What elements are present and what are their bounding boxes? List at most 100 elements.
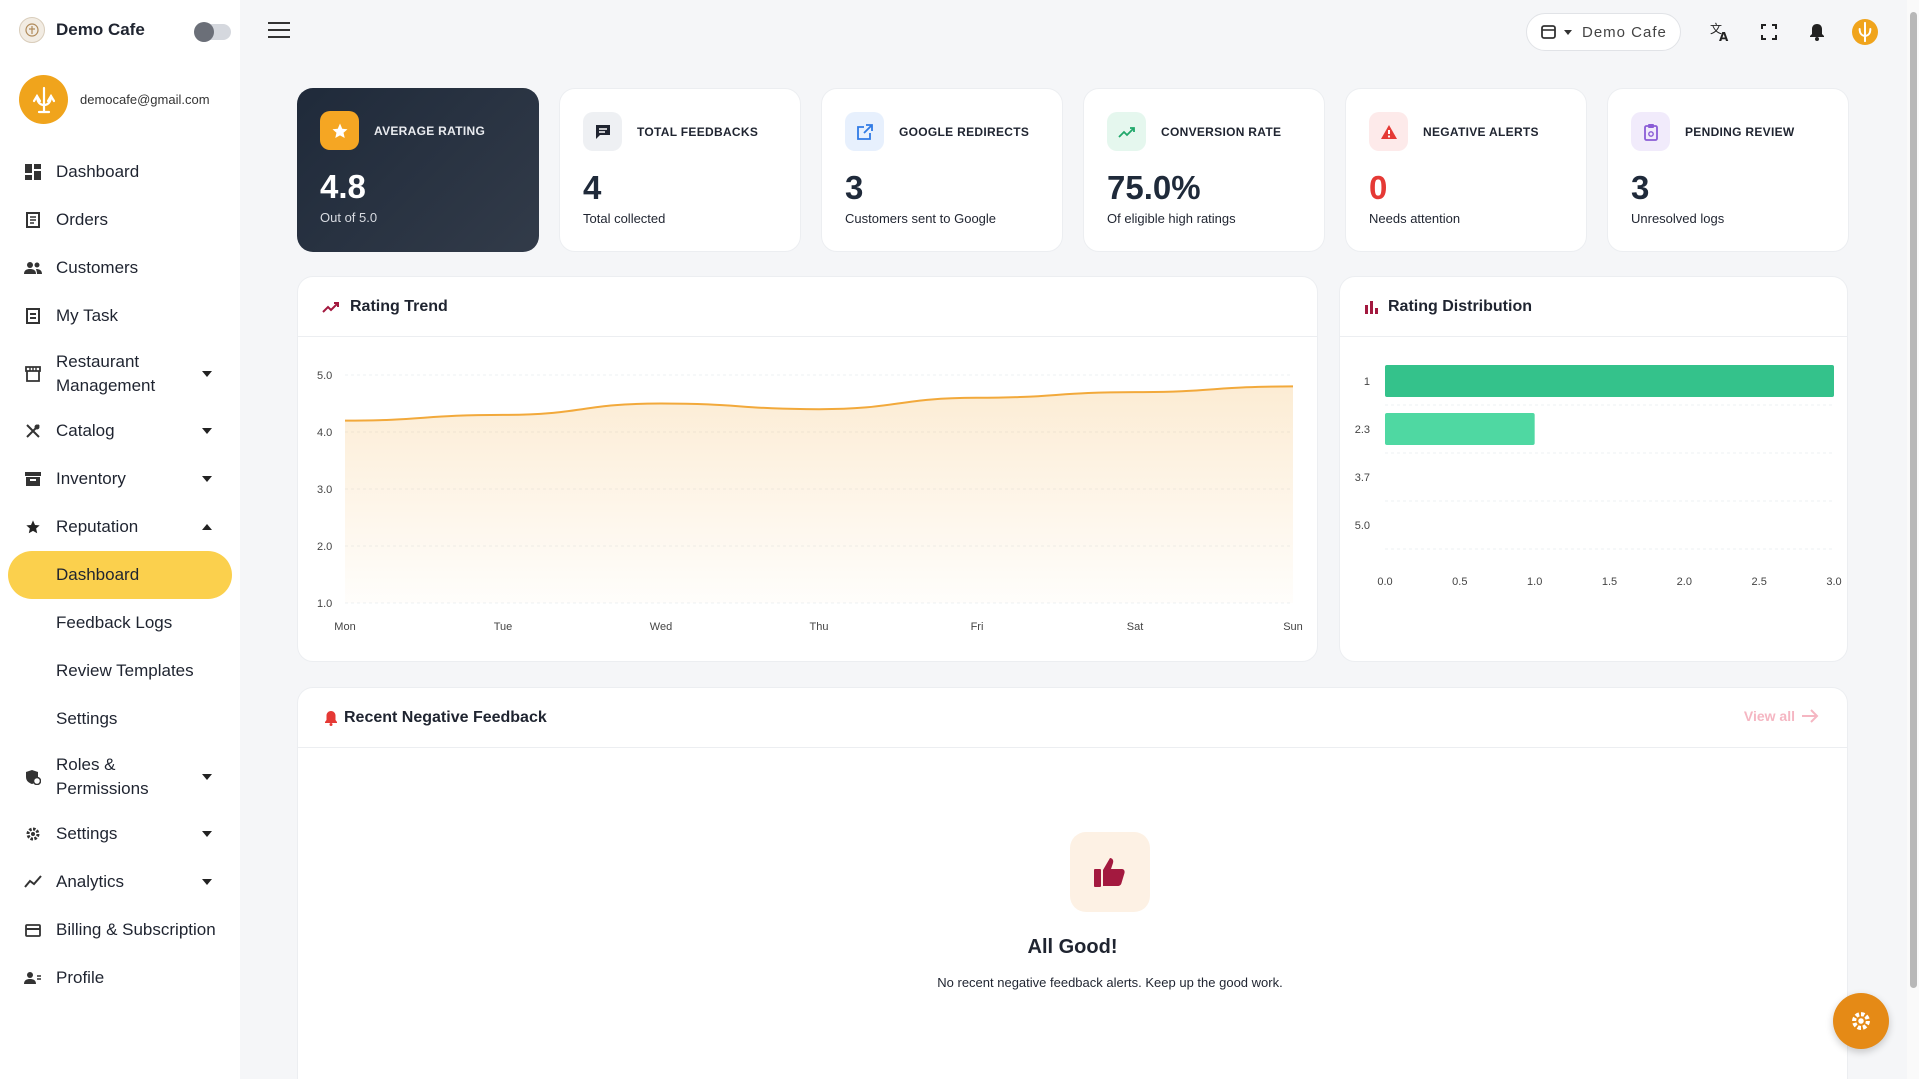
stat-title: TOTAL FEEDBACKS <box>637 125 759 139</box>
people-icon <box>24 259 42 277</box>
sidebar-subitem-review-templates[interactable]: Review Templates <box>56 661 194 680</box>
panel-title: Rating Trend <box>350 297 448 315</box>
user-profile[interactable]: democafe@gmail.com <box>19 75 210 124</box>
bell-alert-icon <box>325 710 337 726</box>
sidebar-item-settings[interactable]: Settings <box>0 810 240 858</box>
sidebar-item-label: My Task <box>56 306 119 325</box>
dashboard-icon <box>24 163 42 181</box>
stat-title: NEGATIVE ALERTS <box>1423 125 1539 139</box>
chevron-up-icon <box>202 524 212 530</box>
page-scrollbar[interactable] <box>1907 0 1919 1079</box>
y-tick-label: 1 <box>1364 376 1370 388</box>
rating-trend-panel: Rating Trend 1.0 2.0 3.0 4.0 5.0 Mon Tue Wed Thu… <box>297 276 1318 662</box>
x-tick-label: Sat <box>1127 621 1144 633</box>
svg-text:A: A <box>1719 30 1729 42</box>
chevron-down-icon <box>202 879 212 885</box>
bell-icon[interactable] <box>1804 19 1830 45</box>
sidebar-subitem-reputation-settings[interactable]: Settings <box>56 709 118 728</box>
empty-state-title: All Good! <box>1027 936 1118 958</box>
stat-title: PENDING REVIEW <box>1685 125 1795 139</box>
sidebar-item-label: Roles & Permissions <box>56 754 149 798</box>
trending-up-icon <box>1107 112 1146 151</box>
brand-name: Demo Cafe <box>56 20 145 39</box>
stat-value: 75.0% <box>1107 169 1201 206</box>
inventory-icon <box>24 470 42 488</box>
x-tick-label: Sun <box>1283 621 1303 633</box>
stat-title: GOOGLE REDIRECTS <box>899 125 1030 139</box>
y-tick-label: 5.0 <box>1355 520 1370 532</box>
view-all-link[interactable]: View all <box>1744 708 1819 724</box>
task-icon <box>24 307 42 325</box>
warning-icon <box>1369 112 1408 151</box>
x-tick-label: 2.0 <box>1677 576 1692 588</box>
credit-card-icon <box>24 921 42 939</box>
x-tick-label: 0.5 <box>1452 576 1467 588</box>
external-link-icon <box>845 112 884 151</box>
y-tick-label: 3.7 <box>1355 472 1370 484</box>
store-selector[interactable]: Demo Cafe <box>1526 13 1681 51</box>
stat-card-total-feedbacks: TOTAL FEEDBACKS 4 Total collected <box>559 88 801 252</box>
theme-toggle[interactable] <box>194 22 231 42</box>
sidebar-item-catalog[interactable]: Catalog <box>0 407 240 455</box>
sidebar-item-my-task[interactable]: My Task <box>0 292 240 340</box>
arrow-right-icon <box>1802 709 1819 723</box>
sidebar-item-dashboard[interactable]: Dashboard <box>0 148 240 196</box>
x-tick-label: Wed <box>650 621 672 633</box>
distribution-bar <box>1385 365 1834 397</box>
stat-card-average-rating: AVERAGE RATING 4.8 Out of 5.0 <box>297 88 539 252</box>
distribution-bar <box>1385 413 1535 445</box>
stat-subtitle: Total collected <box>583 211 666 226</box>
svg-text:文: 文 <box>1710 22 1722 36</box>
trending-up-icon <box>322 301 339 313</box>
utensils-icon <box>24 422 42 440</box>
brand-logo-icon <box>19 17 45 43</box>
x-tick-label: 0.0 <box>1377 576 1392 588</box>
sidebar-item-restaurant-management[interactable]: Restaurant Management <box>0 340 240 407</box>
settings-fab-button[interactable] <box>1833 993 1889 1049</box>
hamburger-menu-icon[interactable] <box>268 22 290 40</box>
sidebar-item-customers[interactable]: Customers <box>0 244 240 292</box>
chevron-down-icon <box>1564 29 1572 35</box>
sidebar-item-reputation[interactable]: Reputation <box>0 503 240 551</box>
stat-subtitle: Unresolved logs <box>1631 211 1725 226</box>
sidebar-item-billing[interactable]: Billing & Subscription <box>0 906 240 954</box>
sidebar-item-orders[interactable]: Orders <box>0 196 240 244</box>
stat-subtitle: Of eligible high ratings <box>1107 211 1236 226</box>
sidebar-item-label: Customers <box>56 258 139 277</box>
sidebar-item-roles-permissions[interactable]: Roles & Permissions <box>0 743 240 810</box>
y-tick-label: 2.3 <box>1355 424 1370 436</box>
fullscreen-icon[interactable] <box>1756 19 1782 45</box>
sidebar: Demo Cafe democafe@gmail.com Dashboard O… <box>0 0 240 1079</box>
panel-header: Rating Distribution <box>1340 277 1847 337</box>
store-name: Demo Cafe <box>1582 23 1667 41</box>
sidebar-item-profile[interactable]: Profile <box>0 954 240 1002</box>
x-tick-label: 2.5 <box>1752 576 1767 588</box>
stat-value: 3 <box>1631 169 1650 206</box>
bar-chart-icon <box>1365 300 1378 314</box>
sidebar-item-label: Dashboard <box>56 162 140 181</box>
sidebar-subitem-feedback-logs[interactable]: Feedback Logs <box>56 613 173 632</box>
brand[interactable]: Demo Cafe <box>19 17 145 43</box>
sidebar-item-inventory[interactable]: Inventory <box>0 455 240 503</box>
header-avatar[interactable] <box>1852 19 1878 45</box>
panel-title: Recent Negative Feedback <box>344 708 547 726</box>
scrollbar-thumb[interactable] <box>1910 12 1917 988</box>
stat-card-negative-alerts: NEGATIVE ALERTS 0 Needs attention <box>1345 88 1587 252</box>
stat-subtitle: Needs attention <box>1369 211 1461 226</box>
stat-title: CONVERSION RATE <box>1161 125 1282 139</box>
empty-state-message: No recent negative feedback alerts. Keep… <box>937 975 1283 990</box>
x-tick-label: Fri <box>971 621 984 633</box>
chevron-down-icon <box>202 831 212 837</box>
sidebar-subitem-reputation-dashboard[interactable]: Dashboard <box>8 551 232 599</box>
chevron-down-icon <box>202 476 212 482</box>
x-tick-label: Thu <box>810 621 829 633</box>
trend-line <box>344 385 1294 422</box>
sidebar-item-analytics[interactable]: Analytics <box>0 858 240 906</box>
sidebar-nav: Dashboard Orders Customers My Task Resta… <box>0 148 240 1002</box>
shield-person-icon <box>24 768 42 786</box>
trend-area <box>345 386 1293 603</box>
chat-icon <box>583 112 622 151</box>
y-tick-label: 2.0 <box>317 541 332 553</box>
stat-card-conversion-rate: CONVERSION RATE 75.0% Of eligible high r… <box>1083 88 1325 252</box>
